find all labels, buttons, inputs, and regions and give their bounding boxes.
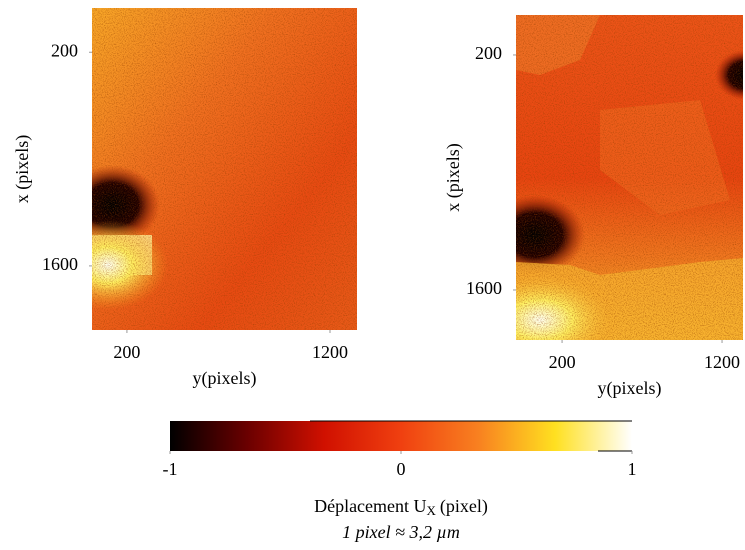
colorbar-tick-label: -1 bbox=[163, 459, 178, 479]
y-tick-label: 200 bbox=[475, 43, 502, 63]
colorbar-note: 1 pixel ≈ 3,2 µm bbox=[342, 522, 460, 542]
x-axis-label: y(pixels) bbox=[193, 368, 257, 389]
colorbar-label-part: Déplacement U bbox=[314, 496, 426, 516]
heatmap-left bbox=[92, 8, 357, 330]
heatmap-right bbox=[516, 15, 743, 340]
x-tick-label: 200 bbox=[549, 352, 576, 372]
x-tick-label: 1200 bbox=[704, 352, 740, 372]
colorbar bbox=[170, 421, 632, 451]
colorbar-tick-label: 0 bbox=[397, 459, 406, 479]
colorbar-label-part: X bbox=[427, 503, 437, 518]
y-tick-label: 1600 bbox=[42, 254, 78, 274]
x-tick-label: 200 bbox=[113, 342, 140, 362]
y-axis-label: x (pixels) bbox=[443, 143, 464, 211]
x-axis-label: y(pixels) bbox=[598, 378, 662, 399]
colorbar-fill bbox=[170, 421, 632, 451]
colorbar-tick-label: 1 bbox=[628, 459, 637, 479]
colorbar-label: Déplacement UX (pixel) bbox=[314, 496, 488, 518]
y-tick-label: 200 bbox=[51, 40, 78, 60]
y-tick-label: 1600 bbox=[466, 278, 502, 298]
colorbar-label-part: (pixel) bbox=[440, 496, 488, 517]
x-tick-label: 1200 bbox=[312, 342, 348, 362]
y-axis-label: x (pixels) bbox=[12, 135, 33, 203]
